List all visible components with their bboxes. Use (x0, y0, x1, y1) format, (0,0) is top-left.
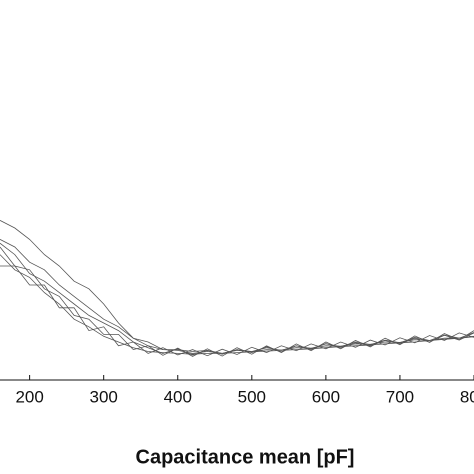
x-tick-label: 800 (460, 387, 474, 406)
data-line (0, 242, 474, 356)
x-tick-label: 500 (238, 387, 266, 406)
x-tick-label: 700 (386, 387, 414, 406)
x-tick-label: 300 (90, 387, 118, 406)
data-line (0, 239, 474, 354)
data-line (0, 254, 474, 355)
x-tick-label: 600 (312, 387, 340, 406)
data-line (0, 265, 474, 357)
x-tick-label: 200 (15, 387, 43, 406)
data-line (0, 220, 474, 354)
x-axis-label: Capacitance mean [pF] (136, 446, 355, 468)
x-tick-label: 400 (164, 387, 192, 406)
